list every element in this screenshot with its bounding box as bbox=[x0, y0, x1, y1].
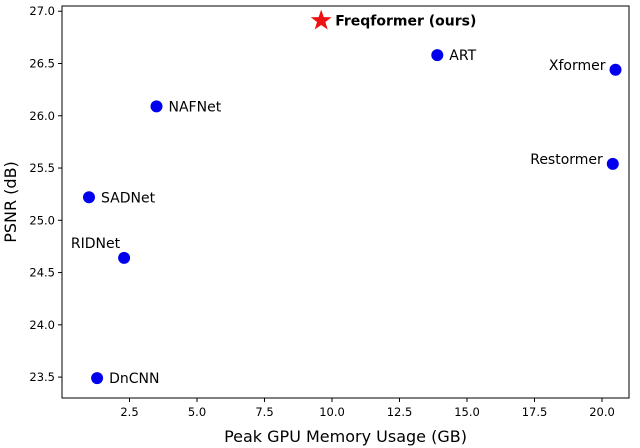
x-tick-label: 20.0 bbox=[589, 405, 615, 419]
x-tick-label: 15.0 bbox=[454, 405, 480, 419]
y-tick-label: 25.0 bbox=[29, 213, 55, 227]
y-tick-label: 26.5 bbox=[29, 56, 55, 70]
points-layer bbox=[83, 9, 622, 385]
x-tick-label: 10.0 bbox=[319, 405, 345, 419]
point-freqformer-ours bbox=[310, 9, 332, 30]
point-label-dncnn: DnCNN bbox=[109, 371, 159, 387]
y-axis-label: PSNR (dB) bbox=[1, 161, 20, 243]
point-label-xformer: Xformer bbox=[549, 58, 606, 74]
point-nafnet bbox=[150, 100, 163, 113]
plot-frame bbox=[61, 5, 630, 399]
labels-layer: Freqformer (ours) ART Xformer NAFNet Restorm… bbox=[71, 14, 606, 388]
point-ridnet bbox=[118, 251, 131, 264]
point-dncnn bbox=[91, 372, 104, 385]
y-tick-label: 24.0 bbox=[29, 318, 55, 332]
point-label-ridnet: RIDNet bbox=[71, 236, 121, 252]
point-art bbox=[431, 49, 444, 62]
point-label-freqformer-ours: Freqformer (ours) bbox=[335, 14, 476, 30]
tick-layer: 2.5 5.0 7.5 10.0 12.5 15.0 17.5 20.0 23.5 24.0 24.… bbox=[29, 4, 614, 419]
y-tick-label: 24.5 bbox=[29, 266, 55, 280]
x-tick-label: 17.5 bbox=[522, 405, 548, 419]
y-tick-label: 23.5 bbox=[29, 370, 55, 384]
point-restormer bbox=[606, 157, 619, 170]
y-tick-label: 27.0 bbox=[29, 4, 55, 18]
x-tick-label: 12.5 bbox=[387, 405, 413, 419]
point-label-restormer: Restormer bbox=[530, 152, 603, 168]
point-xformer bbox=[609, 63, 622, 76]
point-label-art: ART bbox=[449, 48, 476, 64]
x-tick-label: 2.5 bbox=[120, 405, 138, 419]
x-tick-label: 7.5 bbox=[255, 405, 273, 419]
y-tick-label: 25.5 bbox=[29, 161, 55, 175]
x-axis-label: Peak GPU Memory Usage (GB) bbox=[224, 427, 467, 446]
y-tick-label: 26.0 bbox=[29, 109, 55, 123]
point-sadnet bbox=[83, 191, 95, 204]
point-label-nafnet: NAFNet bbox=[169, 99, 222, 115]
x-tick-label: 5.0 bbox=[188, 405, 206, 419]
point-label-sadnet: SADNet bbox=[101, 190, 156, 206]
